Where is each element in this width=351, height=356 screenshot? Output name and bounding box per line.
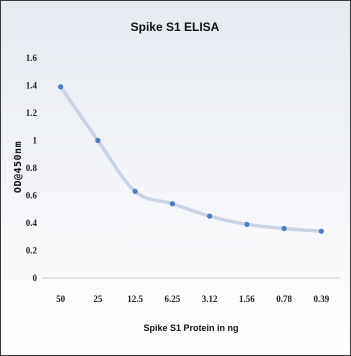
series-line xyxy=(58,85,324,233)
data-point xyxy=(169,201,175,207)
x-tick-label: 25 xyxy=(93,294,103,304)
data-point xyxy=(207,213,213,219)
x-tick-label: 1.56 xyxy=(239,294,255,304)
data-point xyxy=(281,225,287,232)
x-tick-label: 12.5 xyxy=(127,294,143,304)
data-point xyxy=(244,221,250,227)
y-tick-label: 0.4 xyxy=(26,218,38,228)
y-tick-labels: 0 0.2 0.4 0.6 0.8 1 1.2 1.4 1.6 xyxy=(26,53,38,283)
x-tick-label: 0.39 xyxy=(314,294,330,304)
x-tick-labels: 50 25 12.5 6.25 3.12 1.56 0.78 0.39 xyxy=(56,294,330,304)
y-tick-label: 1.4 xyxy=(26,81,38,91)
y-tick-label: 0.6 xyxy=(26,191,38,201)
y-tick-label: 0.2 xyxy=(26,246,38,256)
x-tick-label: 3.12 xyxy=(202,294,218,304)
y-tick-label: 0 xyxy=(33,273,38,283)
y-axis-label: OD@450nm xyxy=(13,141,24,193)
x-tick-label: 0.78 xyxy=(276,294,292,304)
data-point xyxy=(95,137,101,144)
x-axis-label: Spike S1 Protein in ng xyxy=(143,323,238,333)
series-layer xyxy=(58,84,324,234)
data-point xyxy=(58,84,64,90)
data-point xyxy=(132,188,138,194)
data-point xyxy=(318,228,324,234)
x-tick-label: 50 xyxy=(56,294,66,304)
y-tick-label: 1.2 xyxy=(26,108,38,118)
chart-title: Spike S1 ELISA xyxy=(131,20,220,34)
y-tick-label: 1 xyxy=(33,136,38,146)
y-tick-label: 1.6 xyxy=(26,53,38,63)
x-tick-label: 6.25 xyxy=(165,294,181,304)
y-tick-label: 0.8 xyxy=(26,163,38,173)
